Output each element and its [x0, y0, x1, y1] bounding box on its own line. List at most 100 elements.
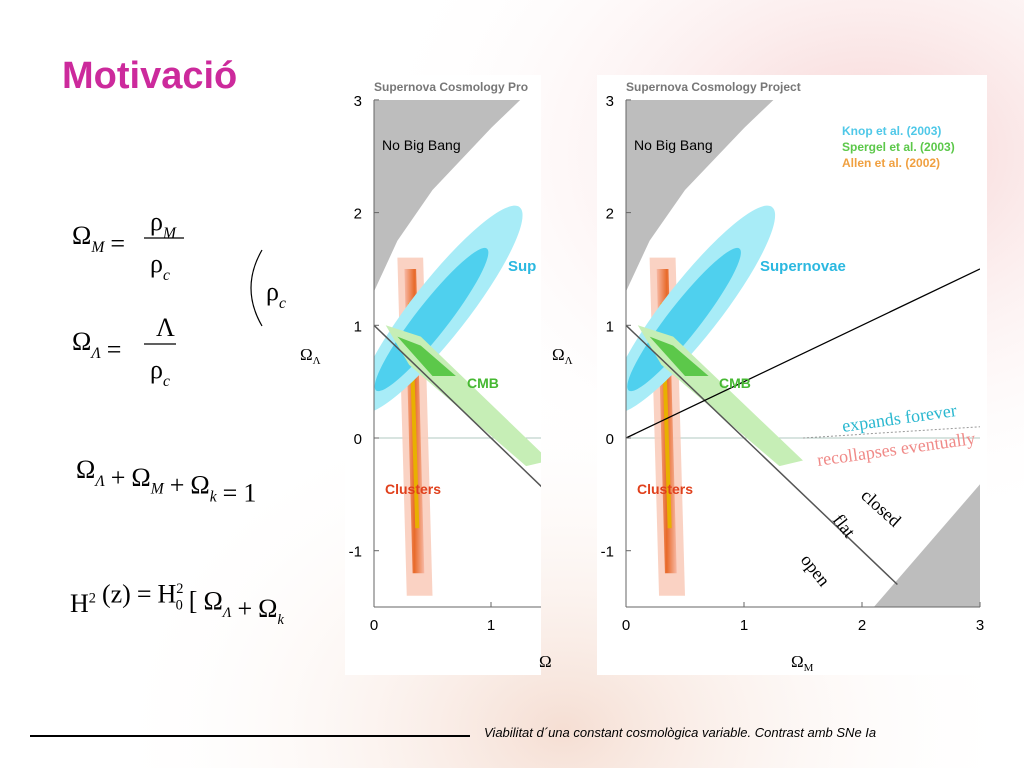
- closed-region: [873, 484, 980, 607]
- y-tick-label: 0: [606, 431, 614, 448]
- loitering-line: [626, 268, 980, 439]
- supernovae-contour: [627, 247, 741, 392]
- subscript: Λ: [565, 355, 573, 367]
- equation: ρc: [150, 355, 170, 390]
- label-supernovae: Supernovae: [760, 258, 846, 275]
- legend-entry: Spergel et al. (2003): [842, 140, 955, 154]
- x-axis-label: ΩM: [791, 652, 814, 674]
- y-tick-label: 2: [354, 206, 362, 223]
- figure-header: Supernova Cosmology Pro: [374, 80, 528, 94]
- symbol: =: [110, 229, 125, 258]
- y-tick-label: 3: [606, 93, 614, 110]
- legend-entry: Allen et al. (2002): [842, 156, 940, 170]
- subscript: M: [90, 239, 105, 256]
- x-tick-label: 1: [487, 617, 495, 634]
- symbol: Ω: [72, 327, 91, 356]
- equation: ΩΛ + ΩM + Ωk = 1: [76, 455, 256, 507]
- symbol: (z): [102, 579, 131, 608]
- symbol: Ω: [203, 587, 222, 616]
- label-cmb: CMB: [719, 375, 751, 391]
- plot-area: [374, 100, 541, 596]
- x-tick-label: 0: [370, 617, 378, 634]
- subscript: M: [804, 662, 814, 674]
- symbol: ρ: [266, 277, 279, 306]
- symbol: Ω: [76, 455, 95, 484]
- y-tick-label: -1: [349, 544, 362, 561]
- superscript: 2: [176, 581, 183, 597]
- symbol: =: [223, 478, 238, 507]
- symbol: Ω: [300, 345, 313, 364]
- label-no-big-bang: No Big Bang: [382, 137, 461, 153]
- x-tick-label: 1: [740, 617, 748, 634]
- symbol: H: [158, 579, 177, 608]
- symbol: =: [137, 579, 152, 608]
- equation: Λ: [156, 313, 175, 342]
- legend-entry: Knop et al. (2003): [842, 124, 941, 138]
- equation: ρc: [150, 249, 170, 284]
- symbol: ρ: [150, 355, 163, 384]
- flat-line: [374, 324, 541, 488]
- subscript: Λ: [221, 605, 232, 621]
- symbol: Ω: [131, 463, 150, 492]
- subscript: Λ: [93, 473, 105, 490]
- symbol: +: [111, 463, 126, 492]
- subscript: c: [279, 295, 286, 312]
- subscript: Λ: [313, 355, 321, 367]
- subscript: 0: [176, 598, 183, 614]
- subscript: c: [163, 267, 170, 284]
- figure-header: Supernova Cosmology Project: [626, 80, 801, 94]
- symbol: Ω: [539, 652, 552, 671]
- symbol: =: [107, 335, 122, 364]
- subscript: k: [277, 612, 284, 628]
- x-axis-label: Ω: [539, 652, 552, 671]
- symbol: Ω: [791, 652, 804, 671]
- label-clusters: Clusters: [385, 481, 441, 497]
- subscript: Λ: [89, 345, 101, 362]
- y-tick-label: 2: [606, 206, 614, 223]
- subscript: k: [210, 488, 218, 505]
- cmb-contour: [397, 336, 456, 377]
- symbol: +: [170, 471, 185, 500]
- plot-area: [626, 100, 980, 607]
- slide-title: Motivació: [62, 55, 237, 97]
- symbol: [: [189, 587, 198, 616]
- superscript: 2: [89, 590, 96, 606]
- label-supernovae: Sup: [508, 258, 536, 275]
- label-clusters: Clusters: [637, 481, 693, 497]
- symbol: ρ: [150, 207, 163, 236]
- symbol: Ω: [258, 594, 277, 623]
- equation: ΩM =: [72, 221, 125, 258]
- cmb-contour: [649, 336, 709, 377]
- y-tick-label: 0: [354, 431, 362, 448]
- footer-text: Viabilitat d´una constant cosmològica va…: [484, 725, 876, 740]
- subscript: M: [162, 225, 177, 242]
- symbol: +: [237, 594, 252, 623]
- label-no-big-bang: No Big Bang: [634, 137, 713, 153]
- equation: ΩΛ =: [72, 327, 121, 364]
- y-axis-label: ΩΛ: [300, 345, 321, 367]
- flat-line: [626, 324, 898, 586]
- equation: ρc: [266, 277, 286, 312]
- subscript: c: [163, 373, 170, 390]
- equation: H2 (z) = H2 0[ΩΛ + Ωk: [70, 579, 284, 628]
- y-tick-label: 3: [354, 93, 362, 110]
- no-big-bang-region: [374, 100, 521, 292]
- no-big-bang-region: [626, 100, 774, 292]
- x-tick-label: 0: [622, 617, 630, 634]
- parenthesis: [250, 249, 263, 327]
- y-tick-label: -1: [601, 544, 614, 561]
- subscript: M: [150, 481, 165, 498]
- symbol: Ω: [552, 345, 565, 364]
- symbol: Λ: [156, 313, 175, 342]
- x-tick-label: 2: [858, 617, 866, 634]
- symbol: ρ: [150, 249, 163, 278]
- x-tick-label: 3: [976, 617, 984, 634]
- symbol: H: [70, 589, 89, 618]
- expand-boundary: [802, 426, 980, 439]
- symbol: 1: [243, 478, 256, 507]
- supernovae-contour: [374, 247, 489, 392]
- y-axis-label: ΩΛ: [552, 345, 573, 367]
- y-tick-label: 1: [606, 318, 614, 335]
- y-tick-label: 1: [354, 318, 362, 335]
